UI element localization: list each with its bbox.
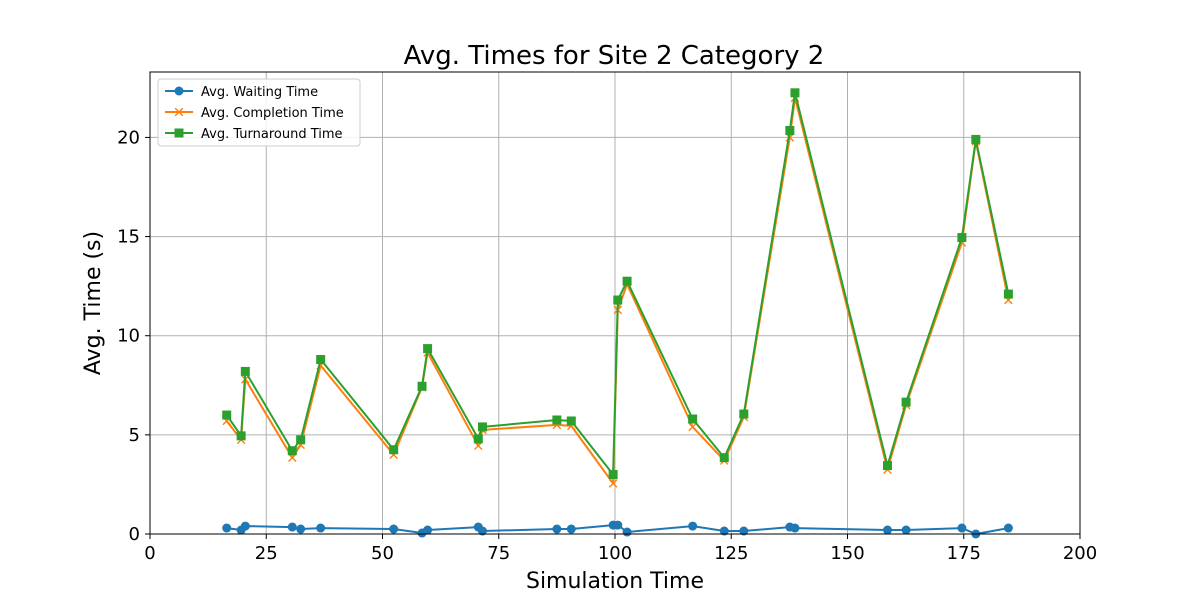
- y-tick-label: 15: [117, 227, 140, 248]
- series-line: [225, 96, 1010, 485]
- x-tick-label: 50: [371, 543, 394, 564]
- data-point: [739, 409, 749, 419]
- data-point: [957, 523, 967, 533]
- y-tick-label: 20: [117, 127, 140, 148]
- data-point: [296, 435, 306, 445]
- data-point: [957, 233, 967, 243]
- data-point: [222, 410, 232, 420]
- legend-label: Avg. Completion Time: [201, 106, 344, 121]
- x-tick-label: 75: [487, 543, 510, 564]
- data-point: [688, 422, 697, 432]
- data-point: [971, 134, 981, 144]
- data-point: [882, 525, 892, 535]
- legend-item: Avg. Waiting Time: [165, 85, 318, 100]
- x-tick-label: 0: [144, 543, 155, 564]
- data-point: [790, 523, 800, 533]
- data-point: [316, 355, 326, 365]
- data-point: [566, 416, 576, 426]
- legend-label: Avg. Waiting Time: [201, 85, 318, 100]
- data-point: [316, 523, 326, 533]
- x-tick-label: 150: [830, 543, 864, 564]
- data-point: [240, 366, 250, 376]
- data-point: [613, 520, 623, 530]
- data-point: [608, 470, 618, 480]
- x-tick-label: 200: [1063, 543, 1097, 564]
- x-tick-label: 100: [598, 543, 632, 564]
- data-point: [552, 524, 562, 534]
- plot-series: [222, 88, 1013, 539]
- data-point: [477, 422, 487, 432]
- data-point: [236, 431, 246, 441]
- y-axis-label: Avg. Time (s): [81, 231, 106, 375]
- data-point: [622, 276, 632, 286]
- data-point: [287, 446, 297, 456]
- data-point: [688, 414, 698, 424]
- data-point: [222, 523, 232, 533]
- data-point: [287, 522, 297, 532]
- y-tick-label: 5: [129, 425, 140, 446]
- data-point: [1003, 289, 1013, 299]
- data-point: [389, 524, 399, 534]
- axis-ticks: 0 25 50 75 100 125 150 175 200 0 5 10 15 20: [117, 127, 1097, 564]
- data-point: [423, 525, 433, 535]
- legend-marker: [174, 128, 184, 138]
- data-point: [389, 445, 399, 455]
- data-point: [901, 525, 911, 535]
- y-tick-label: 0: [129, 524, 140, 545]
- data-point: [785, 125, 795, 135]
- legend-box: [157, 78, 361, 147]
- data-point: [608, 479, 618, 488]
- data-point: [790, 88, 800, 98]
- series-0: [222, 520, 1013, 539]
- data-point: [739, 526, 749, 536]
- data-point: [719, 526, 729, 536]
- data-point: [552, 415, 562, 425]
- data-point: [613, 295, 623, 305]
- y-tick-label: 10: [117, 326, 140, 347]
- chart-title: Avg. Times for Site 2 Category 2: [404, 41, 825, 71]
- data-point: [417, 381, 427, 391]
- data-point: [473, 434, 483, 444]
- legend-marker: [174, 86, 184, 96]
- data-point: [622, 527, 632, 537]
- data-point: [719, 453, 729, 463]
- x-axis-label: Simulation Time: [526, 569, 704, 594]
- data-point: [566, 524, 576, 534]
- data-point: [423, 344, 433, 354]
- data-point: [296, 524, 306, 534]
- data-point: [901, 397, 911, 407]
- data-point: [688, 521, 698, 531]
- series-1: [222, 93, 1013, 488]
- legend-marker: [174, 107, 184, 117]
- legend-item: Avg. Turnaround Time: [165, 127, 343, 142]
- x-tick-label: 25: [255, 543, 278, 564]
- legend-label: Avg. Turnaround Time: [201, 127, 343, 142]
- legend: Avg. Waiting Time Avg. Completion Time Avg…: [157, 78, 361, 147]
- data-point: [1003, 523, 1013, 533]
- x-tick-label: 175: [947, 543, 981, 564]
- series-line: [225, 91, 1010, 476]
- data-point: [882, 461, 892, 471]
- data-point: [240, 521, 250, 531]
- data-point: [477, 526, 487, 536]
- series-2: [222, 88, 1013, 480]
- legend-item: Avg. Completion Time: [165, 106, 344, 121]
- x-tick-label: 125: [714, 543, 748, 564]
